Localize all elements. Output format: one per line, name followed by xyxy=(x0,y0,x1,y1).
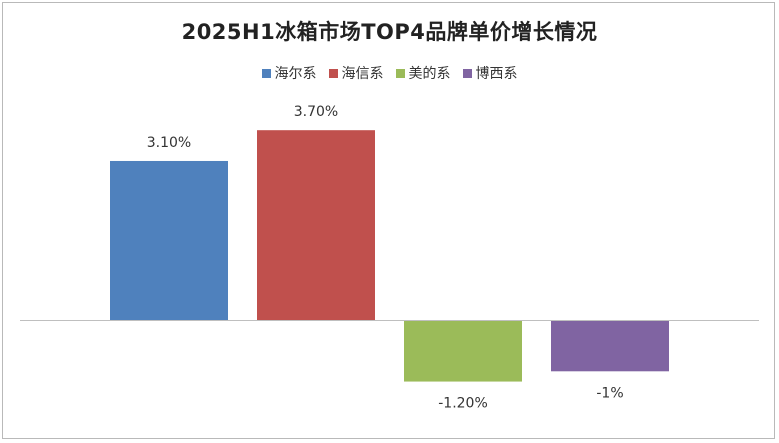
legend-label-bosch-siemens: 博西系 xyxy=(475,66,518,82)
legend-swatch-midea xyxy=(395,68,405,78)
bar-hisense xyxy=(257,130,375,320)
legend-swatch-hisense xyxy=(328,68,338,78)
data-label-bosch-siemens: -1% xyxy=(596,385,623,401)
legend-swatch-bosch-siemens xyxy=(462,68,472,78)
bar-haier xyxy=(110,160,228,320)
legend-label-midea: 美的系 xyxy=(408,66,451,82)
legend-item-bosch-siemens: 博西系 xyxy=(462,63,518,83)
legend-item-hisense: 海信系 xyxy=(328,63,384,83)
chart-title: 2025H1冰箱市场TOP4品牌单价增长情况 xyxy=(181,20,598,44)
legend-label-hisense: 海信系 xyxy=(341,66,384,82)
legend-item-midea: 美的系 xyxy=(395,63,451,83)
legend: 海尔系 海信系 美的系 博西系 xyxy=(0,63,779,83)
data-label-haier: 3.10% xyxy=(147,135,191,151)
bar-midea xyxy=(404,320,522,382)
data-label-midea: -1.20% xyxy=(438,396,488,412)
legend-item-haier: 海尔系 xyxy=(261,63,317,83)
legend-swatch-haier xyxy=(261,68,271,78)
data-label-hisense: 3.70% xyxy=(294,104,338,120)
bar-bosch-siemens xyxy=(551,320,669,372)
legend-label-haier: 海尔系 xyxy=(274,66,317,82)
